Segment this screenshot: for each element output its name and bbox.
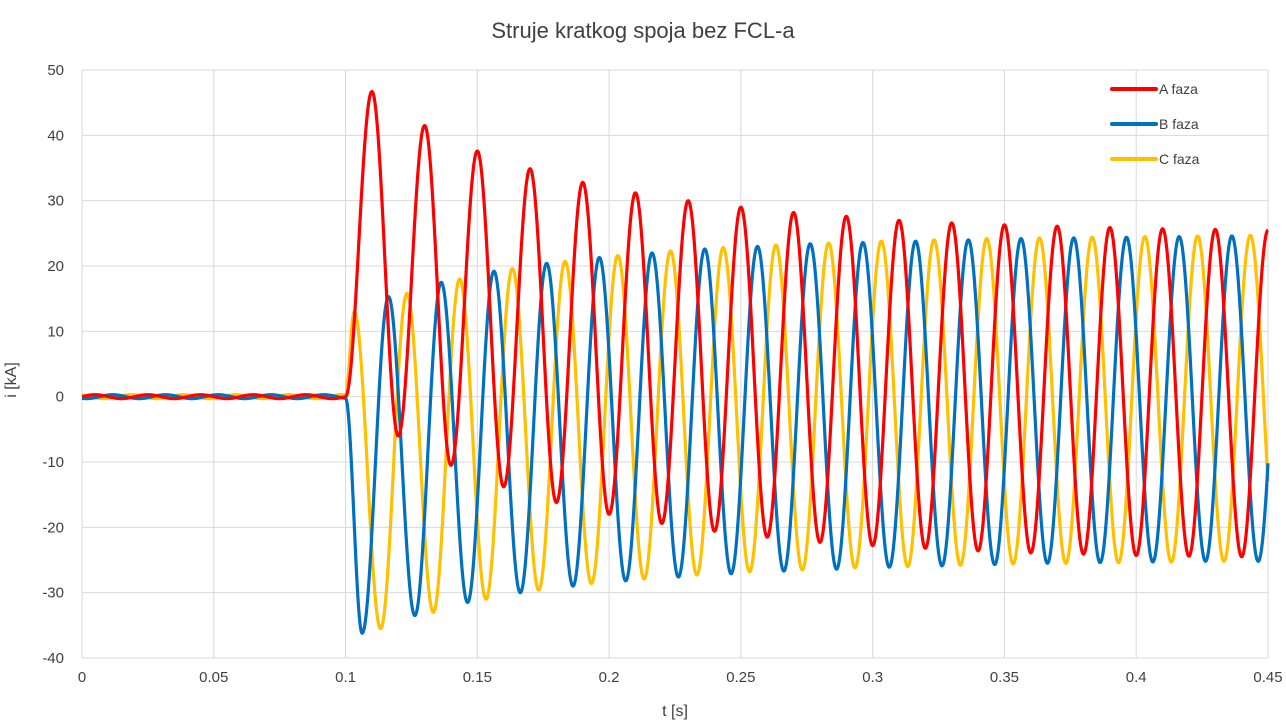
y-axis-ticks: 50 40 30 20 10 0 -10 -20 -30 -40 xyxy=(42,62,64,667)
chart-title: Struje kratkog spoja bez FCL-a xyxy=(491,18,795,43)
x-tick-label: 0.4 xyxy=(1126,669,1147,686)
x-tick-label: 0 xyxy=(78,669,86,686)
x-tick-label: 0.45 xyxy=(1253,669,1282,686)
legend-label: C faza xyxy=(1159,151,1200,167)
y-tick-label: 50 xyxy=(47,62,64,79)
y-tick-label: 20 xyxy=(47,258,64,275)
x-axis-ticks: 0 0.05 0.1 0.15 0.2 0.25 0.3 0.35 0.4 0.45 xyxy=(78,669,1283,686)
series-layer xyxy=(80,89,1270,635)
x-tick-label: 0.25 xyxy=(726,669,755,686)
x-tick-label: 0.05 xyxy=(199,669,228,686)
y-tick-label: -10 xyxy=(42,454,64,471)
y-tick-label: 40 xyxy=(47,127,64,144)
y-tick-label: -40 xyxy=(42,650,64,667)
y-tick-label: 0 xyxy=(56,389,64,406)
legend: A faza B faza C faza xyxy=(1110,81,1200,167)
x-tick-label: 0.2 xyxy=(599,669,620,686)
y-tick-label: -30 xyxy=(42,585,64,602)
y-tick-label: 10 xyxy=(47,323,64,340)
legend-label: B faza xyxy=(1159,116,1199,132)
y-tick-label: 30 xyxy=(47,193,64,210)
series-line-b-faza xyxy=(80,234,1270,635)
series-line-a-faza xyxy=(80,89,1270,559)
x-axis-label: t [s] xyxy=(662,703,688,720)
x-tick-label: 0.1 xyxy=(335,669,356,686)
legend-label: A faza xyxy=(1159,81,1198,97)
x-tick-label: 0.35 xyxy=(990,669,1019,686)
y-axis-label: i [kA] xyxy=(3,362,20,398)
x-tick-label: 0.15 xyxy=(463,669,492,686)
y-tick-label: -20 xyxy=(42,519,64,536)
x-tick-label: 0.3 xyxy=(862,669,883,686)
